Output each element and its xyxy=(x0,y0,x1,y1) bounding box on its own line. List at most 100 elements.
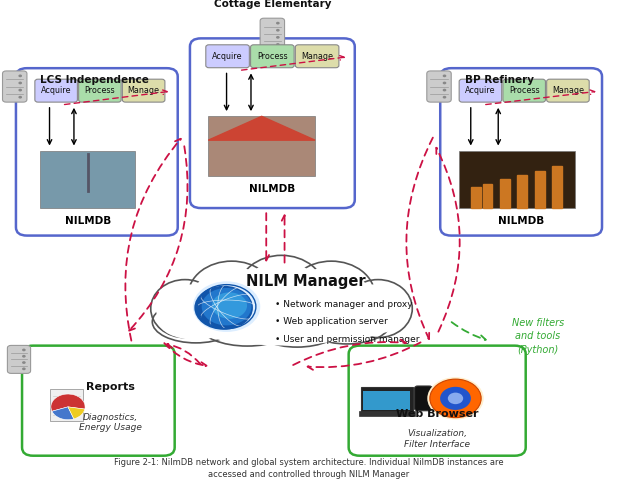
Ellipse shape xyxy=(159,304,233,340)
Ellipse shape xyxy=(152,301,239,343)
Text: Process: Process xyxy=(509,86,539,95)
Circle shape xyxy=(276,43,280,46)
FancyBboxPatch shape xyxy=(359,411,415,416)
FancyBboxPatch shape xyxy=(122,79,165,102)
Wedge shape xyxy=(51,394,85,411)
Text: • Network manager and proxy: • Network manager and proxy xyxy=(275,300,413,309)
Text: Acquire: Acquire xyxy=(212,52,243,61)
FancyBboxPatch shape xyxy=(22,346,175,456)
Circle shape xyxy=(212,293,247,319)
Polygon shape xyxy=(500,179,510,208)
Text: Acquire: Acquire xyxy=(41,86,72,95)
Text: Diagnostics,
Energy Usage: Diagnostics, Energy Usage xyxy=(79,413,142,433)
FancyBboxPatch shape xyxy=(363,391,410,410)
Text: Figure 2-1: NilmDB network and global system architecture. Individual NilmDB ins: Figure 2-1: NilmDB network and global sy… xyxy=(114,458,504,479)
FancyBboxPatch shape xyxy=(349,346,526,456)
Text: Web Browser: Web Browser xyxy=(396,409,478,419)
FancyBboxPatch shape xyxy=(427,71,451,102)
FancyBboxPatch shape xyxy=(361,387,413,412)
FancyBboxPatch shape xyxy=(16,68,178,236)
Circle shape xyxy=(22,361,26,364)
Text: NILMDB: NILMDB xyxy=(249,184,296,194)
Circle shape xyxy=(430,379,481,417)
Ellipse shape xyxy=(304,302,391,344)
Text: BP Refinery: BP Refinery xyxy=(465,75,534,85)
Text: Process: Process xyxy=(257,52,288,61)
Circle shape xyxy=(19,82,22,85)
Text: NILMDB: NILMDB xyxy=(498,216,544,226)
Text: LCS Independence: LCS Independence xyxy=(40,75,149,85)
FancyBboxPatch shape xyxy=(209,116,315,176)
Text: Visualization,
Filter Interface: Visualization, Filter Interface xyxy=(404,430,470,449)
Polygon shape xyxy=(482,184,492,208)
FancyBboxPatch shape xyxy=(459,79,502,102)
Polygon shape xyxy=(209,116,315,140)
FancyBboxPatch shape xyxy=(40,151,135,208)
Polygon shape xyxy=(471,187,481,208)
FancyBboxPatch shape xyxy=(503,79,545,102)
FancyBboxPatch shape xyxy=(35,79,77,102)
Text: Manage: Manage xyxy=(301,52,333,61)
Polygon shape xyxy=(518,175,528,208)
FancyBboxPatch shape xyxy=(251,45,294,68)
Ellipse shape xyxy=(244,260,318,322)
Text: NILM Manager: NILM Manager xyxy=(246,274,366,289)
Ellipse shape xyxy=(238,255,325,327)
Circle shape xyxy=(276,22,280,24)
Ellipse shape xyxy=(165,272,398,346)
Polygon shape xyxy=(535,171,545,208)
FancyBboxPatch shape xyxy=(547,79,589,102)
Circle shape xyxy=(22,348,26,351)
Ellipse shape xyxy=(141,309,421,346)
FancyBboxPatch shape xyxy=(2,71,27,102)
FancyBboxPatch shape xyxy=(415,386,433,411)
Circle shape xyxy=(194,286,253,330)
Ellipse shape xyxy=(207,309,287,343)
Circle shape xyxy=(448,393,463,404)
FancyBboxPatch shape xyxy=(441,68,602,236)
Wedge shape xyxy=(68,407,85,419)
Ellipse shape xyxy=(151,279,219,338)
Ellipse shape xyxy=(310,305,384,341)
Circle shape xyxy=(442,96,446,99)
Ellipse shape xyxy=(201,306,294,346)
Ellipse shape xyxy=(188,261,275,330)
Ellipse shape xyxy=(260,310,334,344)
Circle shape xyxy=(193,281,260,332)
Circle shape xyxy=(276,29,280,32)
Text: • User and permission manager: • User and permission manager xyxy=(275,335,420,344)
FancyBboxPatch shape xyxy=(260,18,284,50)
Circle shape xyxy=(22,367,26,370)
Ellipse shape xyxy=(294,266,368,325)
FancyBboxPatch shape xyxy=(296,45,339,68)
Circle shape xyxy=(19,89,22,91)
Text: New filters
and tools
(Python): New filters and tools (Python) xyxy=(511,318,564,355)
FancyBboxPatch shape xyxy=(49,389,83,421)
Circle shape xyxy=(442,89,446,91)
Circle shape xyxy=(440,387,471,410)
FancyBboxPatch shape xyxy=(78,79,121,102)
Text: Manage: Manage xyxy=(552,86,584,95)
Polygon shape xyxy=(552,167,562,208)
Circle shape xyxy=(428,377,484,419)
Circle shape xyxy=(19,74,22,77)
FancyBboxPatch shape xyxy=(458,151,574,208)
Circle shape xyxy=(442,74,446,77)
Ellipse shape xyxy=(288,261,375,330)
Text: • Web application server: • Web application server xyxy=(275,317,388,326)
Wedge shape xyxy=(52,407,74,420)
Text: Process: Process xyxy=(85,86,115,95)
Text: Cottage Elementary: Cottage Elementary xyxy=(213,0,331,9)
Ellipse shape xyxy=(349,284,407,333)
Text: Acquire: Acquire xyxy=(465,86,495,95)
FancyBboxPatch shape xyxy=(7,346,31,373)
Text: NILMDB: NILMDB xyxy=(65,216,111,226)
Text: Manage: Manage xyxy=(128,86,160,95)
Circle shape xyxy=(202,288,252,325)
Circle shape xyxy=(19,96,22,99)
Circle shape xyxy=(22,355,26,358)
FancyBboxPatch shape xyxy=(190,38,355,208)
FancyBboxPatch shape xyxy=(206,45,249,68)
Ellipse shape xyxy=(194,266,269,325)
Ellipse shape xyxy=(254,307,341,347)
